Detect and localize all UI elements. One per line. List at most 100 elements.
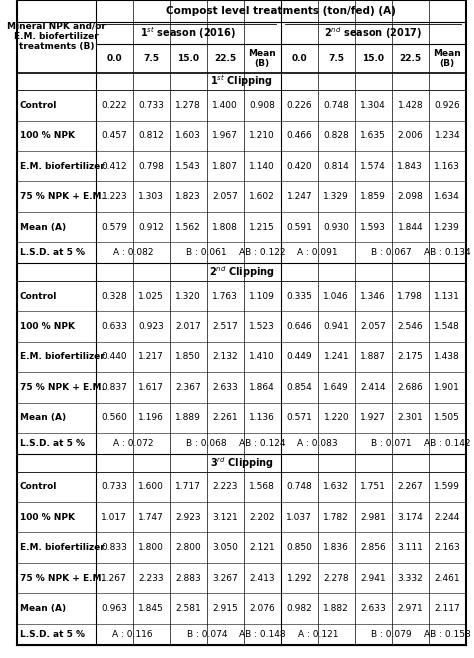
Text: 0.982: 0.982 [286,604,312,613]
Text: 0.579: 0.579 [101,222,127,232]
Text: 1.843: 1.843 [397,162,423,170]
Text: E.M. biofertilizer: E.M. biofertilizer [19,162,104,170]
Text: AB : 0.122: AB : 0.122 [239,248,285,257]
Text: 2$^{nd}$ Clipping: 2$^{nd}$ Clipping [209,265,274,280]
Text: Mean (A): Mean (A) [19,222,66,232]
Text: 2.202: 2.202 [249,513,275,522]
Text: 1.887: 1.887 [360,353,386,361]
Text: 2.301: 2.301 [397,413,423,422]
Text: 2.121: 2.121 [249,544,275,552]
Text: AB : 0.158: AB : 0.158 [424,630,471,639]
Text: 22.5: 22.5 [214,54,237,63]
Text: 0.833: 0.833 [101,544,127,552]
Text: 1.505: 1.505 [434,413,460,422]
Text: 22.5: 22.5 [399,54,421,63]
Text: 1.751: 1.751 [360,482,386,492]
Text: 1.901: 1.901 [434,383,460,392]
Text: 0.926: 0.926 [434,101,460,110]
Text: 2.414: 2.414 [361,383,386,392]
Text: 1.304: 1.304 [360,101,386,110]
Text: 0.828: 0.828 [323,131,349,140]
Text: 1.234: 1.234 [435,131,460,140]
Text: 0.420: 0.420 [286,162,312,170]
Text: 75 % NPK + E.M.: 75 % NPK + E.M. [19,192,104,201]
Text: 1.267: 1.267 [101,574,127,582]
Text: 2.413: 2.413 [249,574,275,582]
Text: 2.057: 2.057 [212,192,238,201]
Text: 0.466: 0.466 [286,131,312,140]
Text: 1.428: 1.428 [398,101,423,110]
Text: 1.163: 1.163 [434,162,460,170]
Text: 1.239: 1.239 [434,222,460,232]
Text: Mean (A): Mean (A) [19,413,66,422]
Text: 0.908: 0.908 [249,101,275,110]
Text: 1.548: 1.548 [434,322,460,331]
Text: AB : 0.142: AB : 0.142 [424,439,471,448]
Text: Mean
(B): Mean (B) [248,49,276,68]
Text: 1.329: 1.329 [323,192,349,201]
Text: 1.292: 1.292 [286,574,312,582]
Text: 1.836: 1.836 [323,544,349,552]
Text: Compost level treatments (ton/fed) (A): Compost level treatments (ton/fed) (A) [166,6,396,16]
Text: 100 % NPK: 100 % NPK [19,131,74,140]
Text: AB : 0.148: AB : 0.148 [239,630,286,639]
Text: 0.646: 0.646 [286,322,312,331]
Text: 2.686: 2.686 [397,383,423,392]
Text: 15.0: 15.0 [177,54,199,63]
Text: 0.571: 0.571 [286,413,312,422]
Text: 2.883: 2.883 [175,574,201,582]
Text: 2.915: 2.915 [212,604,238,613]
Text: 1.210: 1.210 [249,131,275,140]
Text: 1.600: 1.600 [138,482,164,492]
Text: 1.649: 1.649 [323,383,349,392]
Text: 1.967: 1.967 [212,131,238,140]
Text: 1.140: 1.140 [249,162,275,170]
Text: 2.057: 2.057 [360,322,386,331]
Text: 3$^{rd}$ Clipping: 3$^{rd}$ Clipping [210,455,273,470]
Text: 1.303: 1.303 [138,192,164,201]
Text: 2.461: 2.461 [435,574,460,582]
Text: 2.117: 2.117 [434,604,460,613]
Text: 0.733: 0.733 [138,101,164,110]
Text: 1.223: 1.223 [101,192,127,201]
Text: 1.247: 1.247 [286,192,312,201]
Text: 2.233: 2.233 [138,574,164,582]
Text: 1.523: 1.523 [249,322,275,331]
Text: A : 0.072: A : 0.072 [112,439,153,448]
Text: B : 0.068: B : 0.068 [186,439,227,448]
Text: 1.136: 1.136 [249,413,275,422]
Text: 2.581: 2.581 [175,604,201,613]
Text: 2.981: 2.981 [360,513,386,522]
Text: 2.800: 2.800 [175,544,201,552]
Text: Mineral NPK and/or
E.M. biofertilizer
treatments (B): Mineral NPK and/or E.M. biofertilizer tr… [7,21,106,51]
Text: 1.632: 1.632 [323,482,349,492]
Text: A : 0.091: A : 0.091 [298,248,338,257]
Text: 2$^{nd}$ season (2017): 2$^{nd}$ season (2017) [324,26,422,41]
Text: L.S.D. at 5 %: L.S.D. at 5 % [19,248,84,257]
Text: 2.546: 2.546 [398,322,423,331]
Text: 3.174: 3.174 [397,513,423,522]
Text: 0.335: 0.335 [286,291,312,301]
Text: 3.111: 3.111 [397,544,423,552]
Text: 1.562: 1.562 [175,222,201,232]
Text: 0.798: 0.798 [138,162,164,170]
Text: 1.808: 1.808 [212,222,238,232]
Text: 0.923: 0.923 [138,322,164,331]
Text: 1.220: 1.220 [323,413,349,422]
Text: 1.634: 1.634 [434,192,460,201]
Text: 0.854: 0.854 [286,383,312,392]
Text: 2.923: 2.923 [175,513,201,522]
Text: AB : 0.134: AB : 0.134 [424,248,471,257]
Text: 0.0: 0.0 [292,54,307,63]
Text: B : 0.071: B : 0.071 [372,439,412,448]
Text: L.S.D. at 5 %: L.S.D. at 5 % [19,630,84,639]
Text: 1.037: 1.037 [286,513,312,522]
Text: 0.0: 0.0 [107,54,122,63]
Text: A : 0.116: A : 0.116 [112,630,153,639]
Text: 75 % NPK + E.M.: 75 % NPK + E.M. [19,574,104,582]
Text: Mean
(B): Mean (B) [433,49,461,68]
Text: 1.882: 1.882 [323,604,349,613]
Text: 0.963: 0.963 [101,604,127,613]
Text: 1.217: 1.217 [138,353,164,361]
Text: E.M. biofertilizer: E.M. biofertilizer [19,353,104,361]
